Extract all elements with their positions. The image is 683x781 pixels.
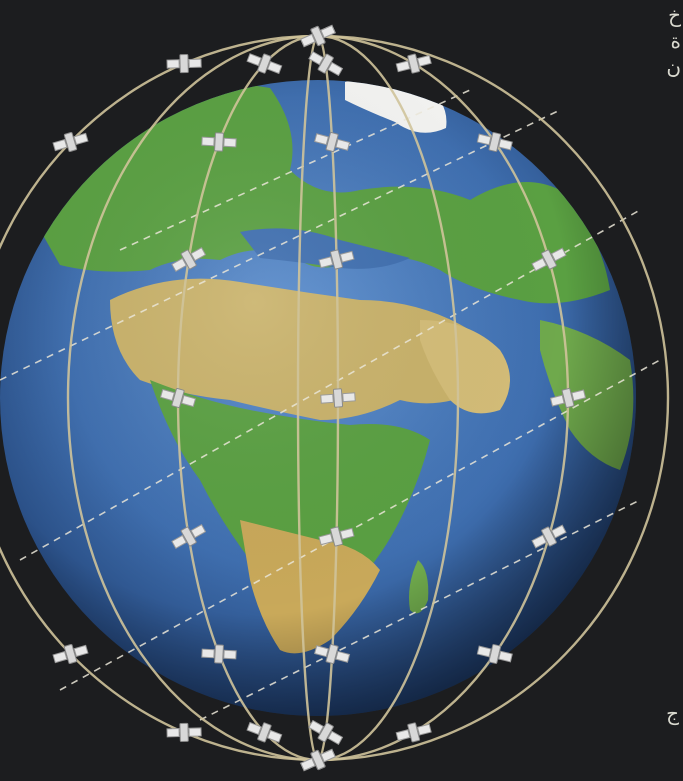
satellite-icon (244, 48, 284, 79)
ground-tracks (0, 89, 661, 721)
ground-track-line (19, 209, 641, 561)
satellite-icon (244, 717, 284, 748)
satellite-icon (51, 128, 90, 156)
satellite-icon (51, 640, 90, 668)
ground-track-line (199, 499, 641, 721)
page-edge-text-top: خ ة ن (666, 2, 681, 80)
earth-globe (0, 80, 636, 716)
page-edge-line: ج (666, 701, 679, 725)
satellite-icon (305, 46, 346, 81)
ground-track-line (59, 359, 661, 691)
page-edge-line: ن (666, 55, 681, 79)
page-edge-text-bottom: ج (666, 700, 679, 726)
page-edge-line: خ (668, 3, 681, 27)
page-edge-line: ة (670, 29, 681, 53)
